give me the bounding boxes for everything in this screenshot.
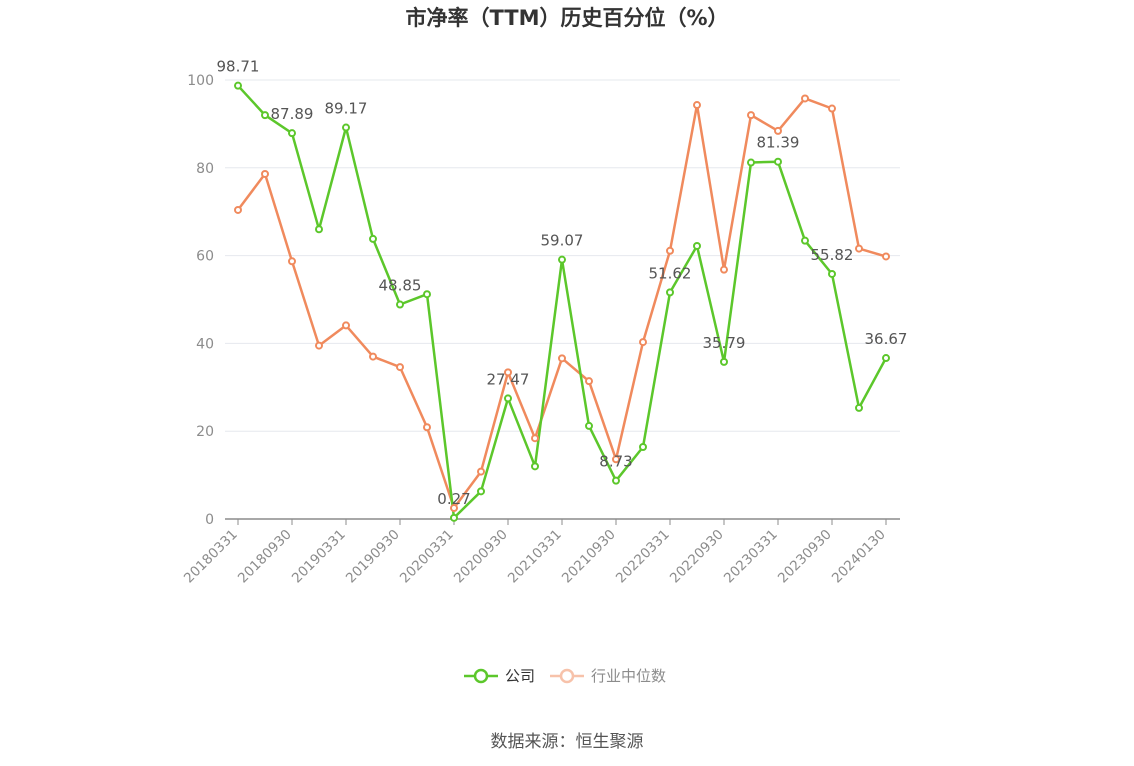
data-point[interactable] xyxy=(639,443,647,452)
legend[interactable]: 公司 行业中位数 xyxy=(464,667,666,685)
grid-lines xyxy=(225,79,900,432)
data-point[interactable] xyxy=(396,363,404,372)
y-tick-label: 0 xyxy=(205,512,214,528)
data-point[interactable] xyxy=(315,225,323,234)
data-point[interactable] xyxy=(450,513,458,522)
series-line-1 xyxy=(237,97,887,510)
x-tick-label: 20220930 xyxy=(667,527,727,587)
data-point[interactable] xyxy=(450,504,458,513)
data-point[interactable] xyxy=(585,421,593,430)
data-label: 0.27 xyxy=(437,490,470,508)
data-point[interactable] xyxy=(342,321,350,330)
data-point[interactable] xyxy=(234,205,242,214)
y-tick-label: 60 xyxy=(196,249,214,265)
legend-label: 公司 xyxy=(505,667,535,685)
data-point[interactable] xyxy=(288,257,296,266)
x-tick-label: 20230331 xyxy=(721,527,781,587)
data-label: 59.07 xyxy=(541,232,584,250)
data-point[interactable] xyxy=(261,169,269,178)
y-tick-label: 100 xyxy=(187,73,214,89)
data-point[interactable] xyxy=(612,455,620,464)
x-tick-label: 20210331 xyxy=(505,527,565,587)
data-point[interactable] xyxy=(855,244,863,253)
data-label: 89.17 xyxy=(325,100,368,118)
data-point[interactable] xyxy=(531,434,539,443)
legend-swatch-marker xyxy=(473,668,489,684)
data-point[interactable] xyxy=(504,368,512,377)
data-label: 98.71 xyxy=(217,58,260,76)
data-label: 51.62 xyxy=(649,264,692,282)
data-point[interactable] xyxy=(342,123,350,132)
y-tick-label: 20 xyxy=(196,424,214,440)
y-tick-label: 40 xyxy=(196,336,214,352)
legend-item-1[interactable]: 行业中位数 xyxy=(550,667,666,685)
data-label: 8.73 xyxy=(599,453,632,471)
x-tick-label: 20200331 xyxy=(397,527,457,587)
data-point[interactable] xyxy=(315,341,323,350)
data-point[interactable] xyxy=(531,462,539,471)
data-point[interactable] xyxy=(612,476,620,485)
data-point[interactable] xyxy=(693,101,701,110)
data-point[interactable] xyxy=(747,158,755,167)
x-tick-label: 20180331 xyxy=(181,527,241,587)
legend-swatch-marker xyxy=(559,668,575,684)
x-tick-label: 20230930 xyxy=(775,527,835,587)
legend-label: 行业中位数 xyxy=(591,667,666,685)
data-point[interactable] xyxy=(828,104,836,113)
data-point[interactable] xyxy=(774,126,782,135)
x-tick-label: 20190930 xyxy=(343,527,403,587)
data-point[interactable] xyxy=(261,111,269,120)
data-point[interactable] xyxy=(747,111,755,120)
data-point[interactable] xyxy=(801,94,809,103)
data-label: 36.67 xyxy=(865,330,908,348)
data-point[interactable] xyxy=(558,255,566,264)
x-tick-label: 20210930 xyxy=(559,527,619,587)
source-label: 数据来源：恒生聚源 xyxy=(491,732,644,752)
x-tick-label: 20220331 xyxy=(613,527,673,587)
data-point[interactable] xyxy=(639,338,647,347)
data-point[interactable] xyxy=(720,265,728,274)
data-point[interactable] xyxy=(423,423,431,432)
data-point[interactable] xyxy=(720,357,728,366)
data-point[interactable] xyxy=(477,487,485,496)
data-label: 81.39 xyxy=(757,134,800,152)
data-label: 35.79 xyxy=(703,334,746,352)
data-point[interactable] xyxy=(369,234,377,243)
y-axis: 0 20 40 60 80 100 xyxy=(187,73,214,528)
data-label: 87.89 xyxy=(271,105,314,123)
data-point[interactable] xyxy=(558,354,566,363)
y-tick-label: 80 xyxy=(196,161,214,177)
data-point[interactable] xyxy=(693,241,701,250)
x-tick-label: 20240130 xyxy=(829,527,889,587)
data-point[interactable] xyxy=(423,290,431,299)
data-point[interactable] xyxy=(234,81,242,90)
x-tick-label: 20190331 xyxy=(289,527,349,587)
data-label: 27.47 xyxy=(487,370,530,388)
data-point[interactable] xyxy=(801,236,809,245)
data-point[interactable] xyxy=(504,394,512,403)
data-point[interactable] xyxy=(774,157,782,166)
legend-item-0[interactable]: 公司 xyxy=(464,667,535,685)
data-point[interactable] xyxy=(855,403,863,412)
data-point[interactable] xyxy=(882,354,890,363)
data-point[interactable] xyxy=(666,288,674,297)
data-point[interactable] xyxy=(396,300,404,309)
data-labels: 98.71 87.89 89.17 48.85 0.27 27.47 59.07 8.73 51… xyxy=(217,58,908,508)
data-label: 55.82 xyxy=(811,246,854,264)
chart-title: 市净率（TTM）历史百分位（%） xyxy=(405,6,728,30)
x-tick-label: 20200930 xyxy=(451,527,511,587)
series-points xyxy=(234,81,890,522)
data-point[interactable] xyxy=(369,352,377,361)
data-label: 48.85 xyxy=(379,277,422,295)
data-point[interactable] xyxy=(585,377,593,386)
x-axis: 2018033120180930201903312019093020200331… xyxy=(181,518,900,587)
data-point[interactable] xyxy=(666,246,674,255)
data-point[interactable] xyxy=(288,129,296,138)
x-tick-label: 20180930 xyxy=(235,527,295,587)
data-point[interactable] xyxy=(882,252,890,261)
data-point[interactable] xyxy=(828,269,836,278)
data-point[interactable] xyxy=(477,467,485,476)
